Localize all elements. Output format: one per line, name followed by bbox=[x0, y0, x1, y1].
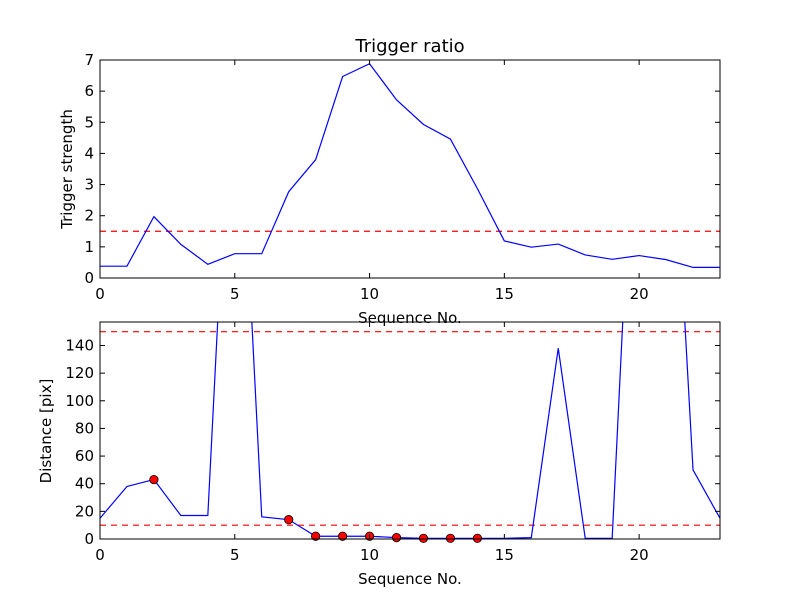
top-y-tick-label: 0 bbox=[84, 269, 94, 287]
bottom-data-marker bbox=[311, 531, 321, 541]
top-x-tick-label: 0 bbox=[95, 285, 105, 303]
bottom-data-marker bbox=[338, 531, 348, 541]
top-axes-frame bbox=[99, 59, 721, 279]
bottom-data-marker bbox=[472, 533, 482, 543]
bottom-axes-frame bbox=[99, 321, 721, 540]
bottom-data-marker bbox=[418, 533, 429, 543]
top-y-tick-label: 7 bbox=[84, 51, 94, 69]
bottom-x-tick-label: 20 bbox=[630, 546, 649, 564]
top-y-tick-label: 2 bbox=[84, 207, 94, 225]
bottom-series-line bbox=[100, 322, 720, 539]
top-x-tick-label: 5 bbox=[230, 285, 240, 303]
top-plot: Trigger ratio Sequence No. Trigger stren… bbox=[58, 36, 721, 327]
bottom-x-tick-label: 5 bbox=[230, 546, 240, 564]
top-y-tick-label: 5 bbox=[84, 113, 94, 131]
top-x-axis-label: Sequence No. bbox=[358, 309, 462, 327]
bottom-plot: Sequence No. Distance [pix] 0 5 10 15 20 0 20 4… bbox=[37, 321, 721, 588]
bottom-y-tick-label: 40 bbox=[75, 475, 94, 493]
top-y-tick-label: 4 bbox=[84, 144, 94, 162]
bottom-x-tick-label: 10 bbox=[360, 546, 379, 564]
bottom-y-tick-label: 100 bbox=[65, 392, 94, 410]
top-y-tick-label: 1 bbox=[84, 238, 94, 256]
top-x-tick-label: 20 bbox=[630, 285, 649, 303]
bottom-data-marker bbox=[445, 533, 456, 543]
bottom-data-marker bbox=[391, 533, 402, 543]
top-series-line bbox=[100, 62, 720, 269]
top-x-tick-label: 10 bbox=[360, 285, 379, 303]
bottom-x-axis-label: Sequence No. bbox=[358, 570, 462, 588]
top-y-axis-label: Trigger strength bbox=[58, 109, 76, 230]
bottom-y-tick-label: 0 bbox=[84, 530, 94, 548]
top-y-tick-label: 6 bbox=[84, 82, 94, 100]
bottom-y-tick-label: 20 bbox=[75, 502, 94, 520]
bottom-y-tick-label: 120 bbox=[65, 364, 94, 382]
bottom-x-tick-label: 0 bbox=[95, 546, 105, 564]
top-y-tick-label: 3 bbox=[84, 176, 94, 194]
bottom-y-tick-label: 80 bbox=[75, 419, 94, 437]
bottom-data-marker bbox=[284, 515, 294, 525]
top-x-tick-label: 15 bbox=[495, 285, 514, 303]
bottom-data-marker bbox=[149, 474, 159, 485]
top-plot-title: Trigger ratio bbox=[354, 36, 464, 57]
bottom-y-tick-label: 60 bbox=[75, 447, 94, 465]
bottom-x-tick-label: 15 bbox=[495, 546, 514, 564]
bottom-y-axis-label: Distance [pix] bbox=[37, 379, 55, 484]
bottom-y-tick-label: 140 bbox=[65, 336, 94, 354]
